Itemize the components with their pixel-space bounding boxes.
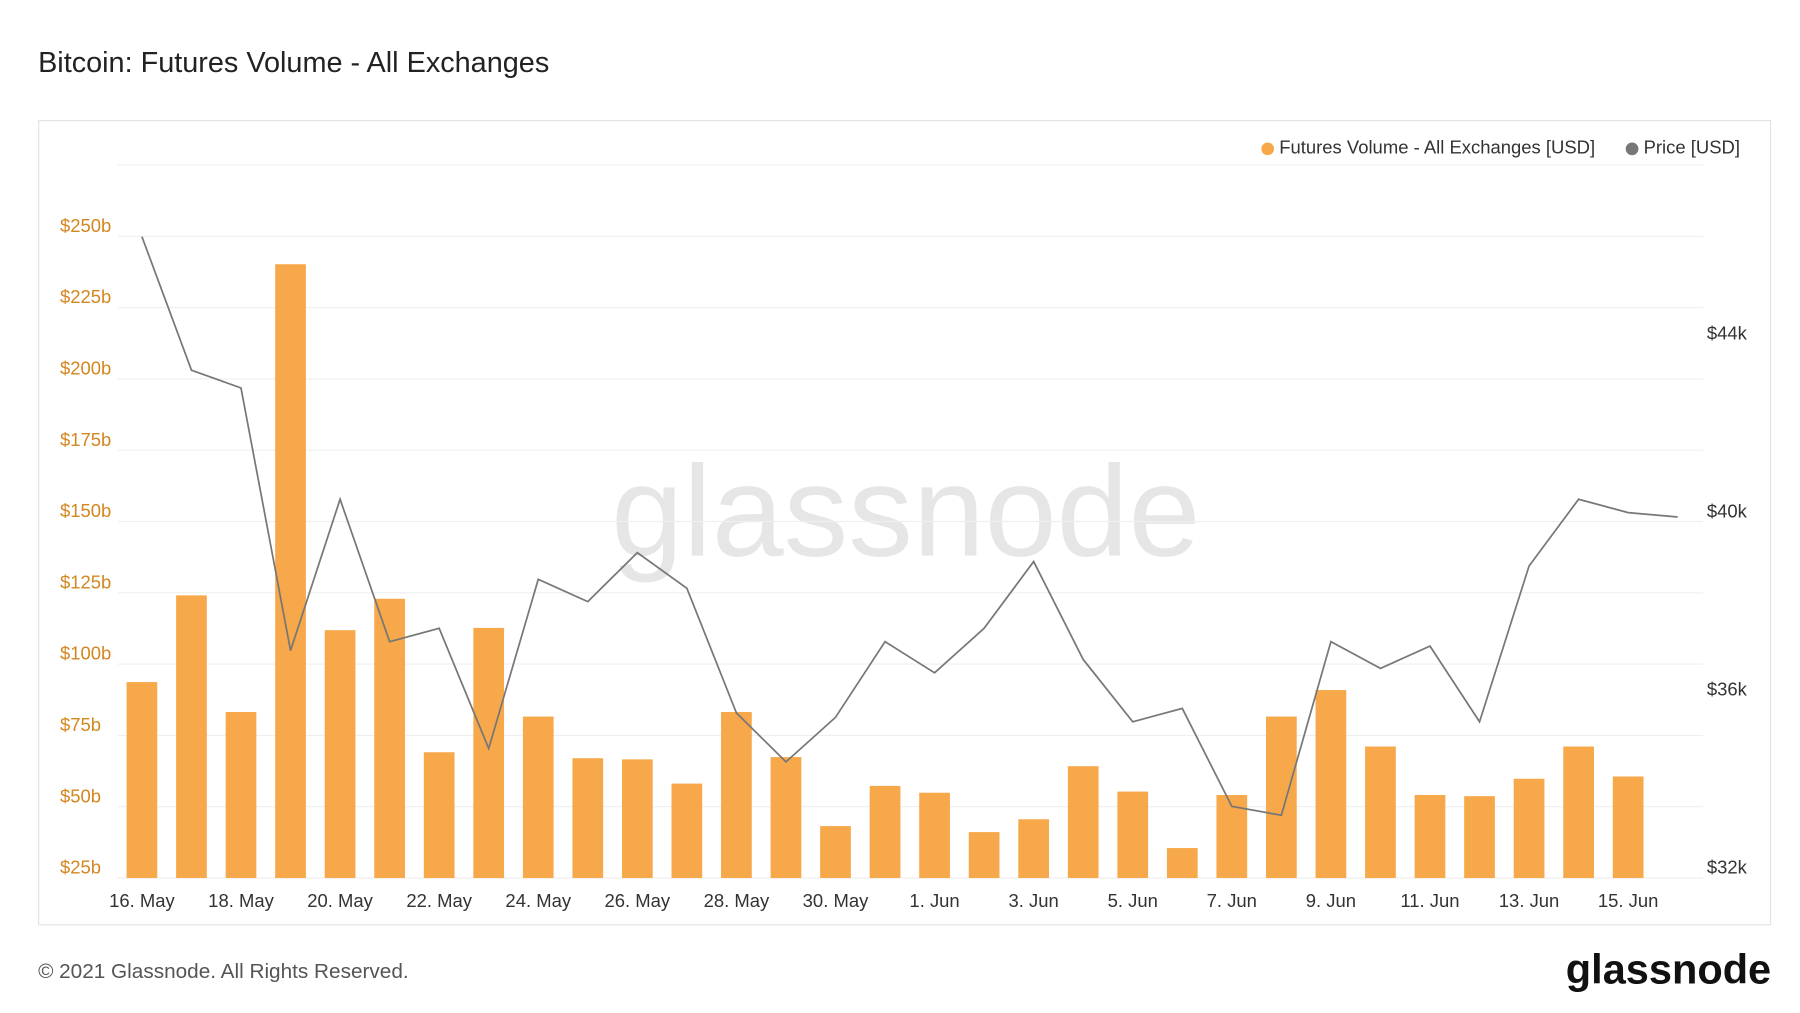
- legend-label: Futures Volume - All Exchanges [USD]: [1279, 137, 1595, 158]
- y-tick-label: $225b: [60, 286, 111, 307]
- y2-tick-label: $44k: [1707, 322, 1748, 343]
- y-tick-label: $250b: [60, 215, 111, 236]
- bar: [1166, 848, 1198, 879]
- bar: [1513, 778, 1545, 879]
- bar: [968, 832, 1000, 879]
- x-tick-label: 20. May: [307, 890, 373, 911]
- y-tick-label: $200b: [60, 358, 111, 379]
- y-tick-label: $50b: [60, 785, 101, 806]
- y-tick-label: $175b: [60, 429, 111, 450]
- bar: [275, 264, 306, 879]
- legend-label: Price [USD]: [1644, 137, 1740, 158]
- chart-title: Bitcoin: Futures Volume - All Exchanges: [38, 47, 549, 79]
- bar: [721, 712, 752, 879]
- x-tick-label: 26. May: [605, 890, 671, 911]
- y-tick-label: $25b: [60, 857, 101, 878]
- x-tick-label: 15. Jun: [1598, 890, 1659, 911]
- bar: [572, 758, 604, 879]
- bar: [671, 783, 703, 879]
- bar: [1612, 776, 1644, 879]
- x-tick-label: 11. Jun: [1400, 890, 1459, 911]
- bar: [1365, 746, 1396, 879]
- y-tick-label: $150b: [60, 500, 111, 521]
- logo: glassnode: [1566, 946, 1771, 993]
- bar: [1563, 746, 1594, 879]
- bar: [770, 757, 802, 879]
- bar: [1414, 795, 1446, 879]
- x-tick-label: 1. Jun: [909, 890, 959, 911]
- bar: [1464, 796, 1495, 879]
- y-tick-label: $75b: [60, 714, 101, 735]
- x-tick-label: 18. May: [208, 890, 274, 911]
- bar: [869, 785, 901, 879]
- bar: [225, 712, 257, 879]
- bar: [1067, 766, 1099, 879]
- legend-marker: [1261, 142, 1275, 156]
- bar: [1315, 690, 1347, 879]
- bar: [621, 759, 653, 879]
- y2-tick-label: $36k: [1707, 679, 1748, 700]
- bar: [1018, 819, 1050, 879]
- bar: [473, 627, 505, 879]
- bar: [820, 826, 851, 879]
- x-tick-label: 16. May: [109, 890, 175, 911]
- x-tick-label: 3. Jun: [1009, 890, 1059, 911]
- x-tick-label: 5. Jun: [1108, 890, 1158, 911]
- bar: [423, 752, 455, 879]
- copyright: © 2021 Glassnode. All Rights Reserved.: [38, 960, 409, 983]
- bar: [919, 792, 950, 879]
- x-tick-label: 28. May: [704, 890, 770, 911]
- x-tick-label: 9. Jun: [1306, 890, 1356, 911]
- x-tick-label: 22. May: [406, 890, 472, 911]
- y-tick-label: $125b: [60, 571, 111, 592]
- y-tick-label: $100b: [60, 643, 111, 664]
- price-line: [141, 236, 1678, 817]
- x-tick-label: 7. Jun: [1207, 890, 1257, 911]
- bar: [522, 716, 554, 879]
- bar: [126, 682, 158, 879]
- x-tick-label: 13. Jun: [1499, 890, 1560, 911]
- bar: [1266, 716, 1297, 879]
- bar: [1117, 791, 1149, 879]
- bar: [324, 630, 356, 879]
- y2-tick-label: $32k: [1707, 857, 1748, 878]
- y2-tick-label: $40k: [1707, 500, 1748, 521]
- x-tick-label: 24. May: [505, 890, 571, 911]
- bar: [176, 595, 207, 879]
- bar: [374, 598, 405, 879]
- x-tick-label: 30. May: [803, 890, 869, 911]
- legend-marker: [1625, 142, 1639, 156]
- watermark: glassnode: [611, 440, 1200, 584]
